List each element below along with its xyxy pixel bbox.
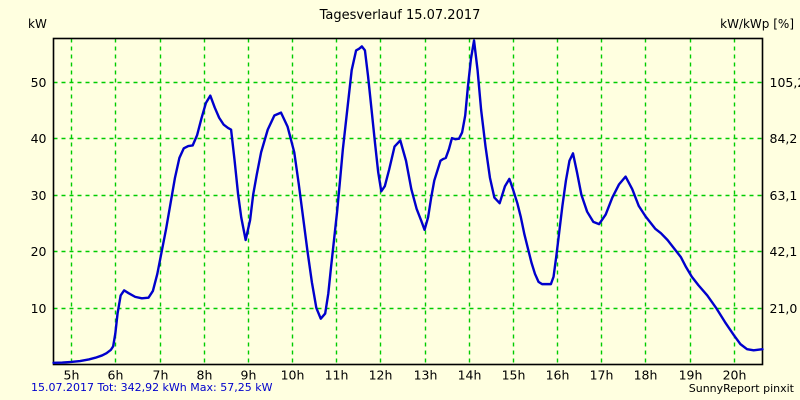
x-tick-label: 16h: [546, 368, 570, 383]
chart-title: Tagesverlauf 15.07.2017: [319, 8, 481, 23]
y-tick-label-left: 30: [31, 188, 47, 203]
plot-frame: [52, 37, 764, 366]
x-tick-label: 20h: [723, 368, 747, 383]
x-tick-label: 18h: [634, 368, 658, 383]
data-series-line: [52, 39, 764, 364]
x-tick-label: 11h: [325, 368, 349, 383]
x-tick-label: 19h: [679, 368, 703, 383]
y-tick-label-left: 20: [31, 244, 47, 259]
x-tick-label: 14h: [458, 368, 482, 383]
x-tick-label: 9h: [241, 368, 257, 383]
y-tick-label-right: 42,1: [770, 244, 798, 259]
y-tick-label-right: 21,0: [770, 301, 798, 316]
x-tick-label: 10h: [281, 368, 305, 383]
y-tick-label-right: 84,2: [770, 131, 798, 146]
x-tick-label: 13h: [414, 368, 438, 383]
x-axis-tick-labels: 5h 6h 7h 8h 9h 10h 11h 12h 13h 14h 15h 16h 17h 18h 19h…: [64, 368, 747, 383]
y-tick-label-left: 50: [31, 75, 47, 90]
y-tick-label-left: 10: [31, 301, 47, 316]
x-tick-label: 7h: [153, 368, 169, 383]
y-axis-right-tick-labels: 21,0 42,1 63,1 84,2 105,2: [770, 75, 800, 316]
x-tick-label: 12h: [369, 368, 393, 383]
x-tick-label: 5h: [64, 368, 80, 383]
x-tick-label: 6h: [108, 368, 124, 383]
y-axis-right-unit-label: kW/kWp [%]: [720, 17, 794, 31]
y-tick-label-right: 105,2: [770, 75, 800, 90]
x-tick-label: 8h: [197, 368, 213, 383]
y-tick-label-right: 63,1: [770, 188, 798, 203]
y-tick-label-left: 40: [31, 131, 47, 146]
vertical-gridlines: [70, 38, 736, 365]
y-axis-left-unit-label: kW: [28, 17, 47, 31]
y-axis-left-tick-labels: 10 20 30 40 50: [31, 75, 47, 316]
footer-credit-text: SunnyReport pinxit: [688, 382, 794, 395]
footer-summary-text: 15.07.2017 Tot: 342,92 kWh Max: 57,25 kW: [31, 381, 273, 394]
x-tick-label: 15h: [502, 368, 526, 383]
x-tick-label: 17h: [590, 368, 614, 383]
horizontal-gridlines: [53, 81, 763, 310]
